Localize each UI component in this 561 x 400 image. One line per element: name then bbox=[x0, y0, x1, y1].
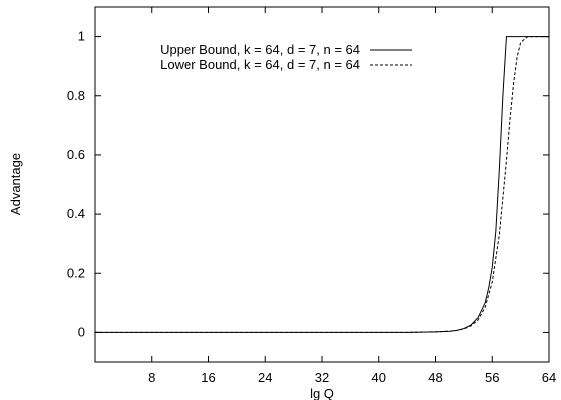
x-tick-label: 48 bbox=[428, 370, 442, 385]
x-tick-label: 64 bbox=[542, 370, 556, 385]
legend-label: Lower Bound, k = 64, d = 7, n = 64 bbox=[160, 57, 360, 72]
y-tick-label: 0.4 bbox=[67, 206, 85, 221]
y-tick-label: 0.6 bbox=[67, 147, 85, 162]
legend-label: Upper Bound, k = 64, d = 7, n = 64 bbox=[160, 42, 360, 57]
legend: Upper Bound, k = 64, d = 7, n = 64Lower … bbox=[160, 42, 412, 72]
y-tick-label: 0 bbox=[78, 324, 85, 339]
x-tick-label: 16 bbox=[201, 370, 215, 385]
x-axis-ticks: 8 16 24 32 40 48 56 64 bbox=[148, 7, 556, 385]
x-axis-label: lg Q bbox=[310, 386, 334, 400]
x-tick-label: 24 bbox=[258, 370, 272, 385]
y-tick-label: 0.2 bbox=[67, 265, 85, 280]
series-line-lower-bound bbox=[95, 36, 549, 333]
x-tick-label: 32 bbox=[315, 370, 329, 385]
y-axis-label: Advantage bbox=[8, 153, 23, 215]
y-tick-label: 1 bbox=[78, 29, 85, 44]
x-tick-label: 40 bbox=[372, 370, 386, 385]
series-line-upper-bound bbox=[95, 36, 549, 333]
x-tick-label: 8 bbox=[148, 370, 155, 385]
y-axis-ticks: 0 0.2 0.4 0.6 0.8 1 bbox=[67, 29, 549, 339]
series-lines bbox=[95, 36, 549, 333]
x-tick-label: 56 bbox=[485, 370, 499, 385]
y-tick-label: 0.8 bbox=[67, 88, 85, 103]
